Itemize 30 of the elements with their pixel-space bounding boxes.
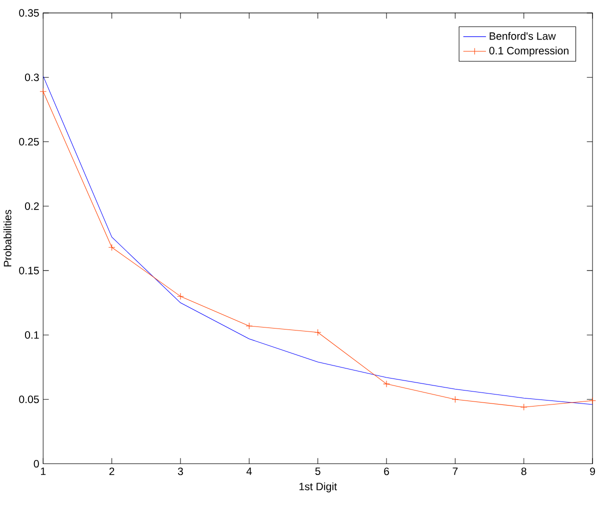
point [452, 396, 459, 404]
x-tick-label: 2 [109, 468, 114, 476]
legend-label: 0.1 Compression [489, 46, 568, 57]
y-tick-label: 0.2 [25, 202, 39, 210]
point [314, 329, 322, 336]
y-axis-title: Probabilities [4, 210, 12, 267]
point [589, 397, 596, 404]
x-tick-label: 9 [590, 468, 595, 476]
legend-label: Benford's Law [490, 32, 556, 40]
point [383, 380, 390, 388]
x-tick-label: 4 [246, 468, 252, 476]
point [177, 293, 184, 300]
x-axis-title: 1st Digit [299, 482, 337, 493]
y-tick-label: 0.25 [19, 138, 39, 146]
y-tick-label: 0.1 [25, 331, 39, 339]
x-tick-label: 6 [384, 468, 389, 476]
point [108, 244, 116, 252]
y-tick-label: 0.15 [19, 267, 39, 275]
point [246, 322, 253, 330]
x-tick-label: 8 [521, 468, 526, 476]
x-tick-label: 7 [452, 468, 458, 476]
y-tick-label: 0 [34, 460, 39, 468]
point [40, 88, 47, 96]
x-tick-label: 1 [41, 468, 46, 476]
y-tick-label: 0.35 [19, 9, 39, 17]
x-tick-label: 3 [178, 468, 183, 476]
point [520, 404, 528, 411]
y-tick-label: 0.3 [25, 74, 39, 82]
y-tick-label: 0.05 [19, 396, 39, 404]
x-tick-label: 5 [315, 468, 320, 476]
